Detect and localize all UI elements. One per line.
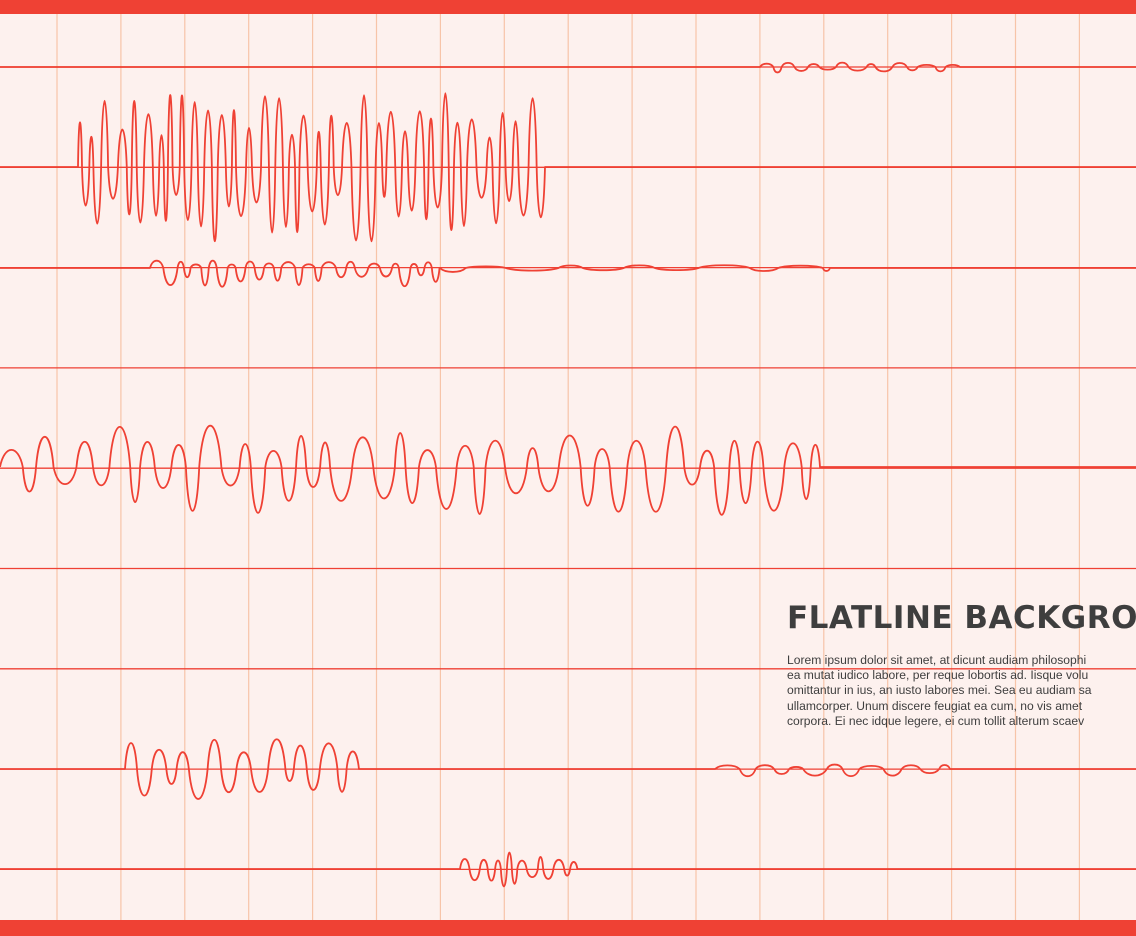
body-line: corpora. Ei nec idque legere, ei cum tol… xyxy=(787,713,1085,728)
ekg-trace-wave xyxy=(0,424,1136,516)
body-line: omittantur in ius, an iusto labores mei.… xyxy=(787,683,1092,698)
headline: FLATLINE BACKGROU xyxy=(787,600,1136,636)
ekg-trace-top xyxy=(0,61,1136,74)
body-line: ea mutat iudico labore, per reque lobort… xyxy=(787,668,1089,683)
ekg-trace-lower xyxy=(0,738,1136,800)
body-text: Lorem ipsum dolor sit amet, at dicunt au… xyxy=(787,653,1136,733)
top-border-bar xyxy=(0,0,1136,14)
ekg-traces xyxy=(0,61,1136,888)
ekg-trace-dense xyxy=(0,92,1136,242)
body-line: Lorem ipsum dolor sit amet, at dicunt au… xyxy=(787,653,1087,667)
body-line: ullamcorper. Unum discere feugiat ea cum… xyxy=(787,698,1083,713)
ekg-trace-third xyxy=(0,259,1136,288)
bottom-border-bar xyxy=(0,920,1136,936)
ekg-trace-bottom xyxy=(0,851,1136,888)
